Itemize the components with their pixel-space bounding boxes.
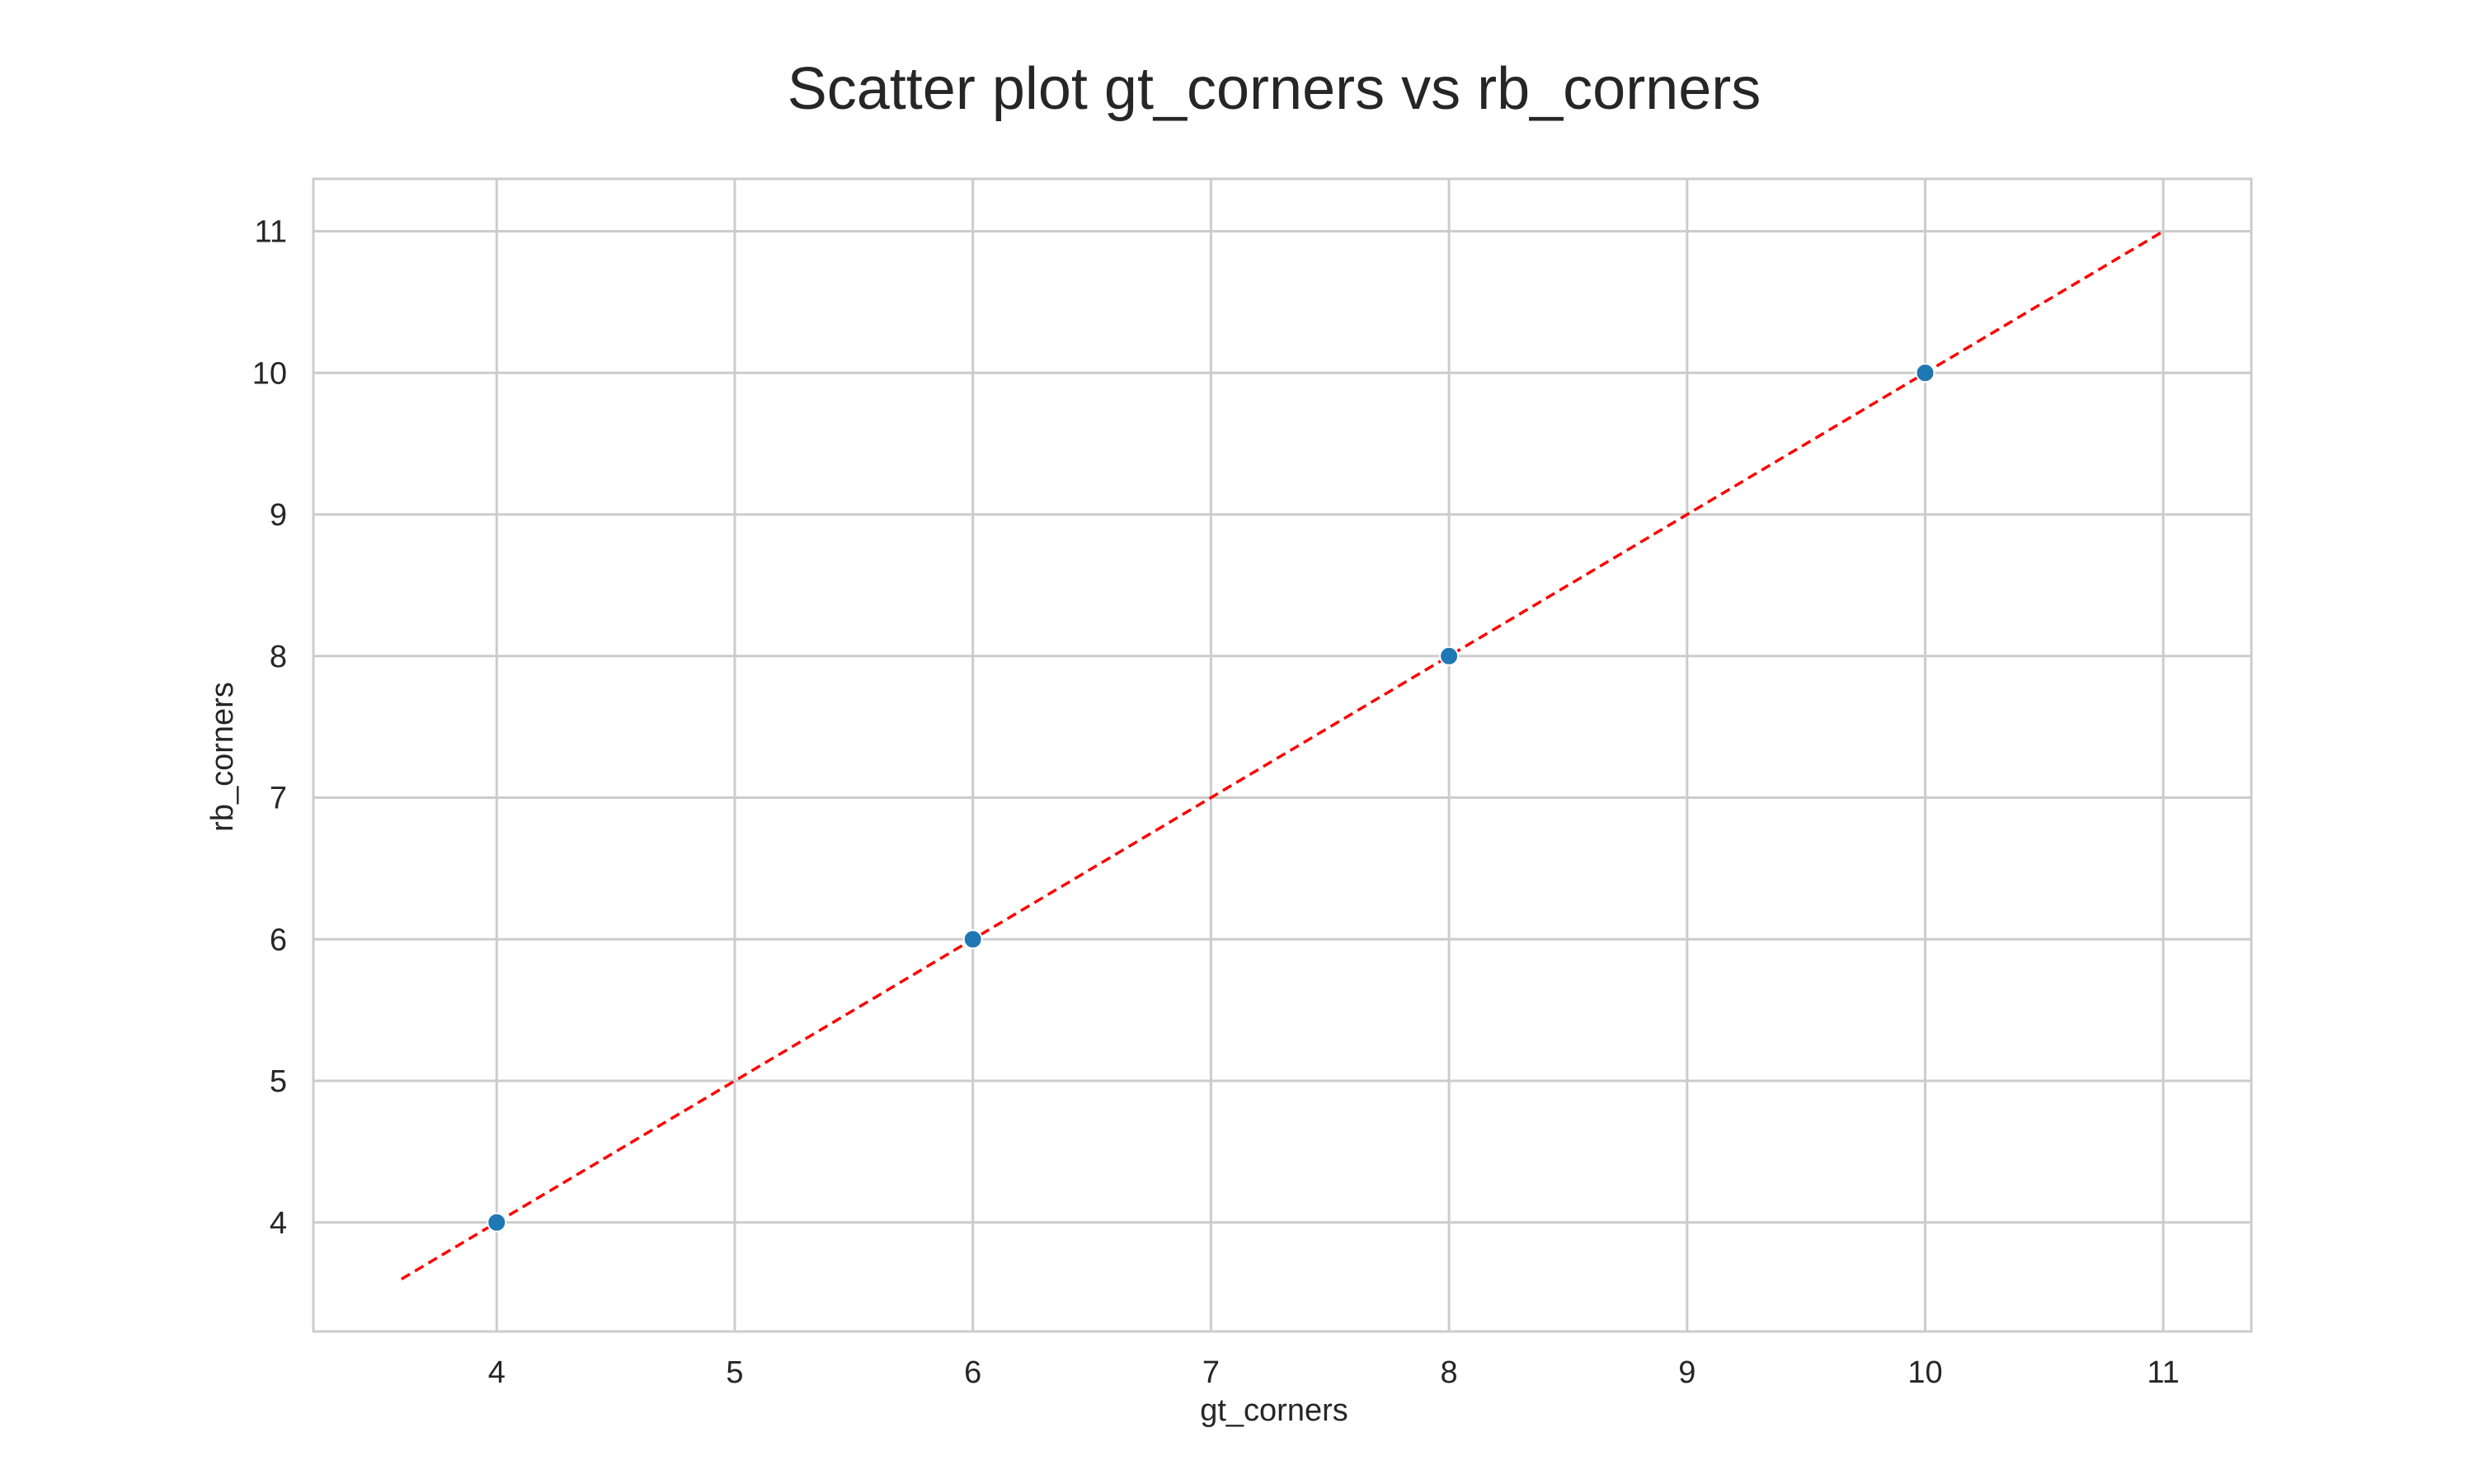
- scatter-point: [487, 1212, 507, 1233]
- y-tick-label: 9: [270, 498, 287, 533]
- y-tick-label: 10: [252, 356, 287, 391]
- scatter-points: [487, 363, 1935, 1233]
- y-tick-label: 7: [270, 782, 287, 816]
- x-tick-label: 11: [2147, 1355, 2179, 1390]
- x-tick-label: 4: [488, 1355, 506, 1390]
- reference-line: [400, 230, 2165, 1280]
- y-tick-label: 4: [270, 1206, 287, 1241]
- y-tick-label: 11: [255, 215, 287, 250]
- x-tick-label: 9: [1678, 1355, 1696, 1390]
- scatter-point: [1439, 646, 1460, 666]
- x-tick-label: 5: [726, 1355, 743, 1390]
- x-axis-label: gt_corners: [1200, 1393, 1348, 1428]
- y-axis-label: rb_corners: [205, 682, 240, 832]
- tick-labels: 4 5 6 7 8 9 10 11 4 5 6 7 8 9 10 11: [252, 215, 2180, 1390]
- y-tick-label: 5: [270, 1064, 287, 1099]
- y-tick-label: 8: [270, 640, 287, 674]
- x-tick-label: 8: [1441, 1355, 1458, 1390]
- x-tick-label: 10: [1907, 1355, 1942, 1390]
- grid: [313, 179, 2251, 1331]
- scatter-point: [1915, 363, 1935, 383]
- chart-title: Scatter plot gt_corners vs rb_corners: [788, 56, 1761, 122]
- x-tick-label: 7: [1202, 1355, 1220, 1390]
- x-tick-label: 6: [964, 1355, 981, 1390]
- scatter-point: [962, 929, 983, 950]
- plot-frame: [312, 177, 2253, 1333]
- y-tick-label: 6: [270, 923, 287, 957]
